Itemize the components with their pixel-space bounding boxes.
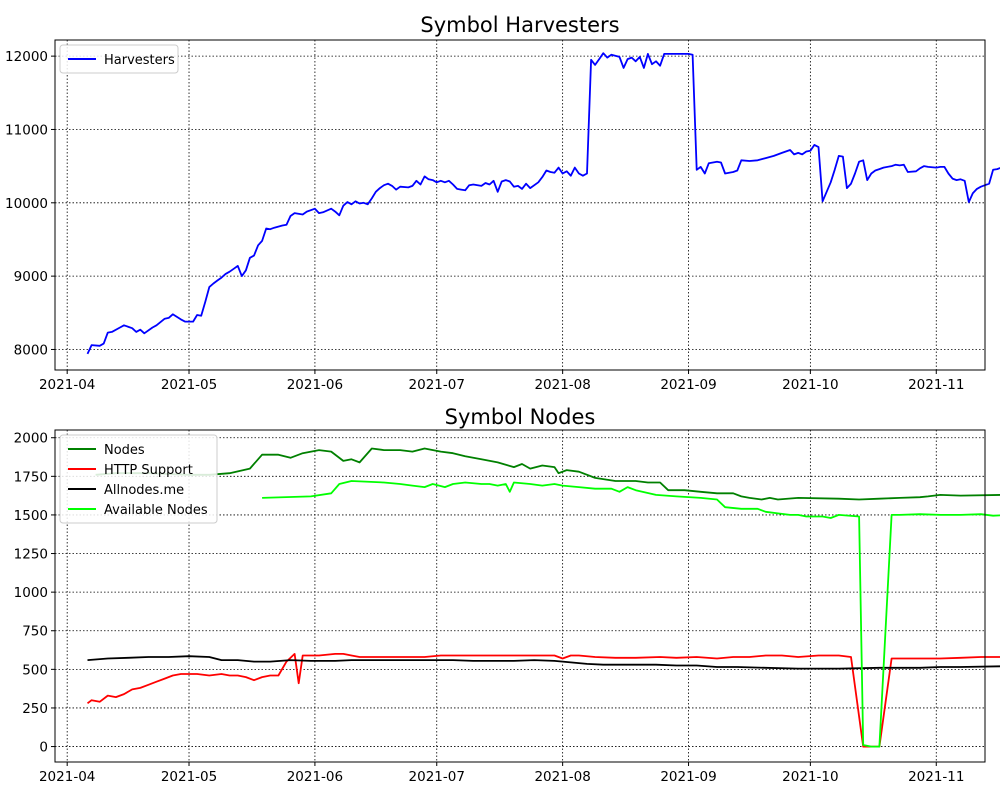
y-tick-label: 10000: [5, 196, 48, 212]
series-line-http-support: [86, 653, 1000, 748]
chart-title: Symbol Harvesters: [420, 13, 619, 37]
x-tick-label: 2021-05: [161, 377, 217, 393]
legend-label: Nodes: [104, 443, 145, 458]
y-tick-label: 1250: [14, 547, 48, 563]
x-tick-label: 2021-10: [782, 377, 838, 393]
x-tick-label: 2021-06: [287, 377, 343, 393]
y-tick-label: 8000: [14, 342, 48, 358]
legend: Harvesters: [59, 44, 179, 74]
x-tick-label: 2021-06: [287, 769, 343, 785]
series-line-harvesters: [86, 52, 1000, 355]
x-tick-label: 2021-09: [660, 377, 716, 393]
x-tick-label: 2021-09: [660, 769, 716, 785]
legend-label: Harvesters: [104, 53, 175, 68]
x-tick-label: 2021-11: [908, 769, 964, 785]
harvesters-chart: Symbol Harvesters 2021-04 2021-05 2021-06 20…: [5, 13, 1000, 393]
legend-box: [59, 44, 179, 74]
x-tick-label: 2021-07: [409, 377, 465, 393]
x-tick-label: 2021-04: [39, 769, 95, 785]
x-tick-label: 2021-10: [782, 769, 838, 785]
legend: Nodes HTTP Support Allnodes.me Available No…: [59, 434, 218, 524]
y-tick-label: 750: [22, 624, 48, 640]
y-tick-label: 1500: [14, 508, 48, 524]
y-tick-label: 1750: [14, 469, 48, 485]
y-tick-label: 1000: [14, 585, 48, 601]
y-tick-label: 9000: [14, 269, 48, 285]
y-tick-label: 0: [39, 740, 48, 756]
series-line-allnodes-me: [87, 655, 1000, 670]
y-tick-label: 2000: [14, 431, 48, 447]
x-tick-label: 2021-04: [39, 377, 95, 393]
legend-label: HTTP Support: [104, 463, 193, 478]
x-tick-label: 2021-07: [409, 769, 465, 785]
x-tick-label: 2021-08: [534, 769, 590, 785]
nodes-chart: Symbol Nodes 2021-04 2021-05 2021-06 2021-07…: [14, 405, 1000, 785]
series-line-nodes: [95, 447, 1000, 501]
series-line-available-nodes: [262, 480, 1000, 748]
y-tick-label: 11000: [5, 122, 48, 138]
legend-box: [59, 434, 218, 524]
x-tick-label: 2021-08: [534, 377, 590, 393]
x-tick-label: 2021-05: [161, 769, 217, 785]
legend-label: Available Nodes: [104, 503, 208, 518]
y-tick-label: 500: [22, 662, 48, 678]
y-tick-label: 250: [22, 701, 48, 717]
legend-label: Allnodes.me: [104, 483, 184, 498]
x-tick-label: 2021-11: [908, 377, 964, 393]
plot-frame: [54, 39, 986, 371]
chart-title: Symbol Nodes: [445, 405, 596, 429]
y-tick-label: 12000: [5, 49, 48, 65]
plot-frame: [54, 429, 986, 763]
